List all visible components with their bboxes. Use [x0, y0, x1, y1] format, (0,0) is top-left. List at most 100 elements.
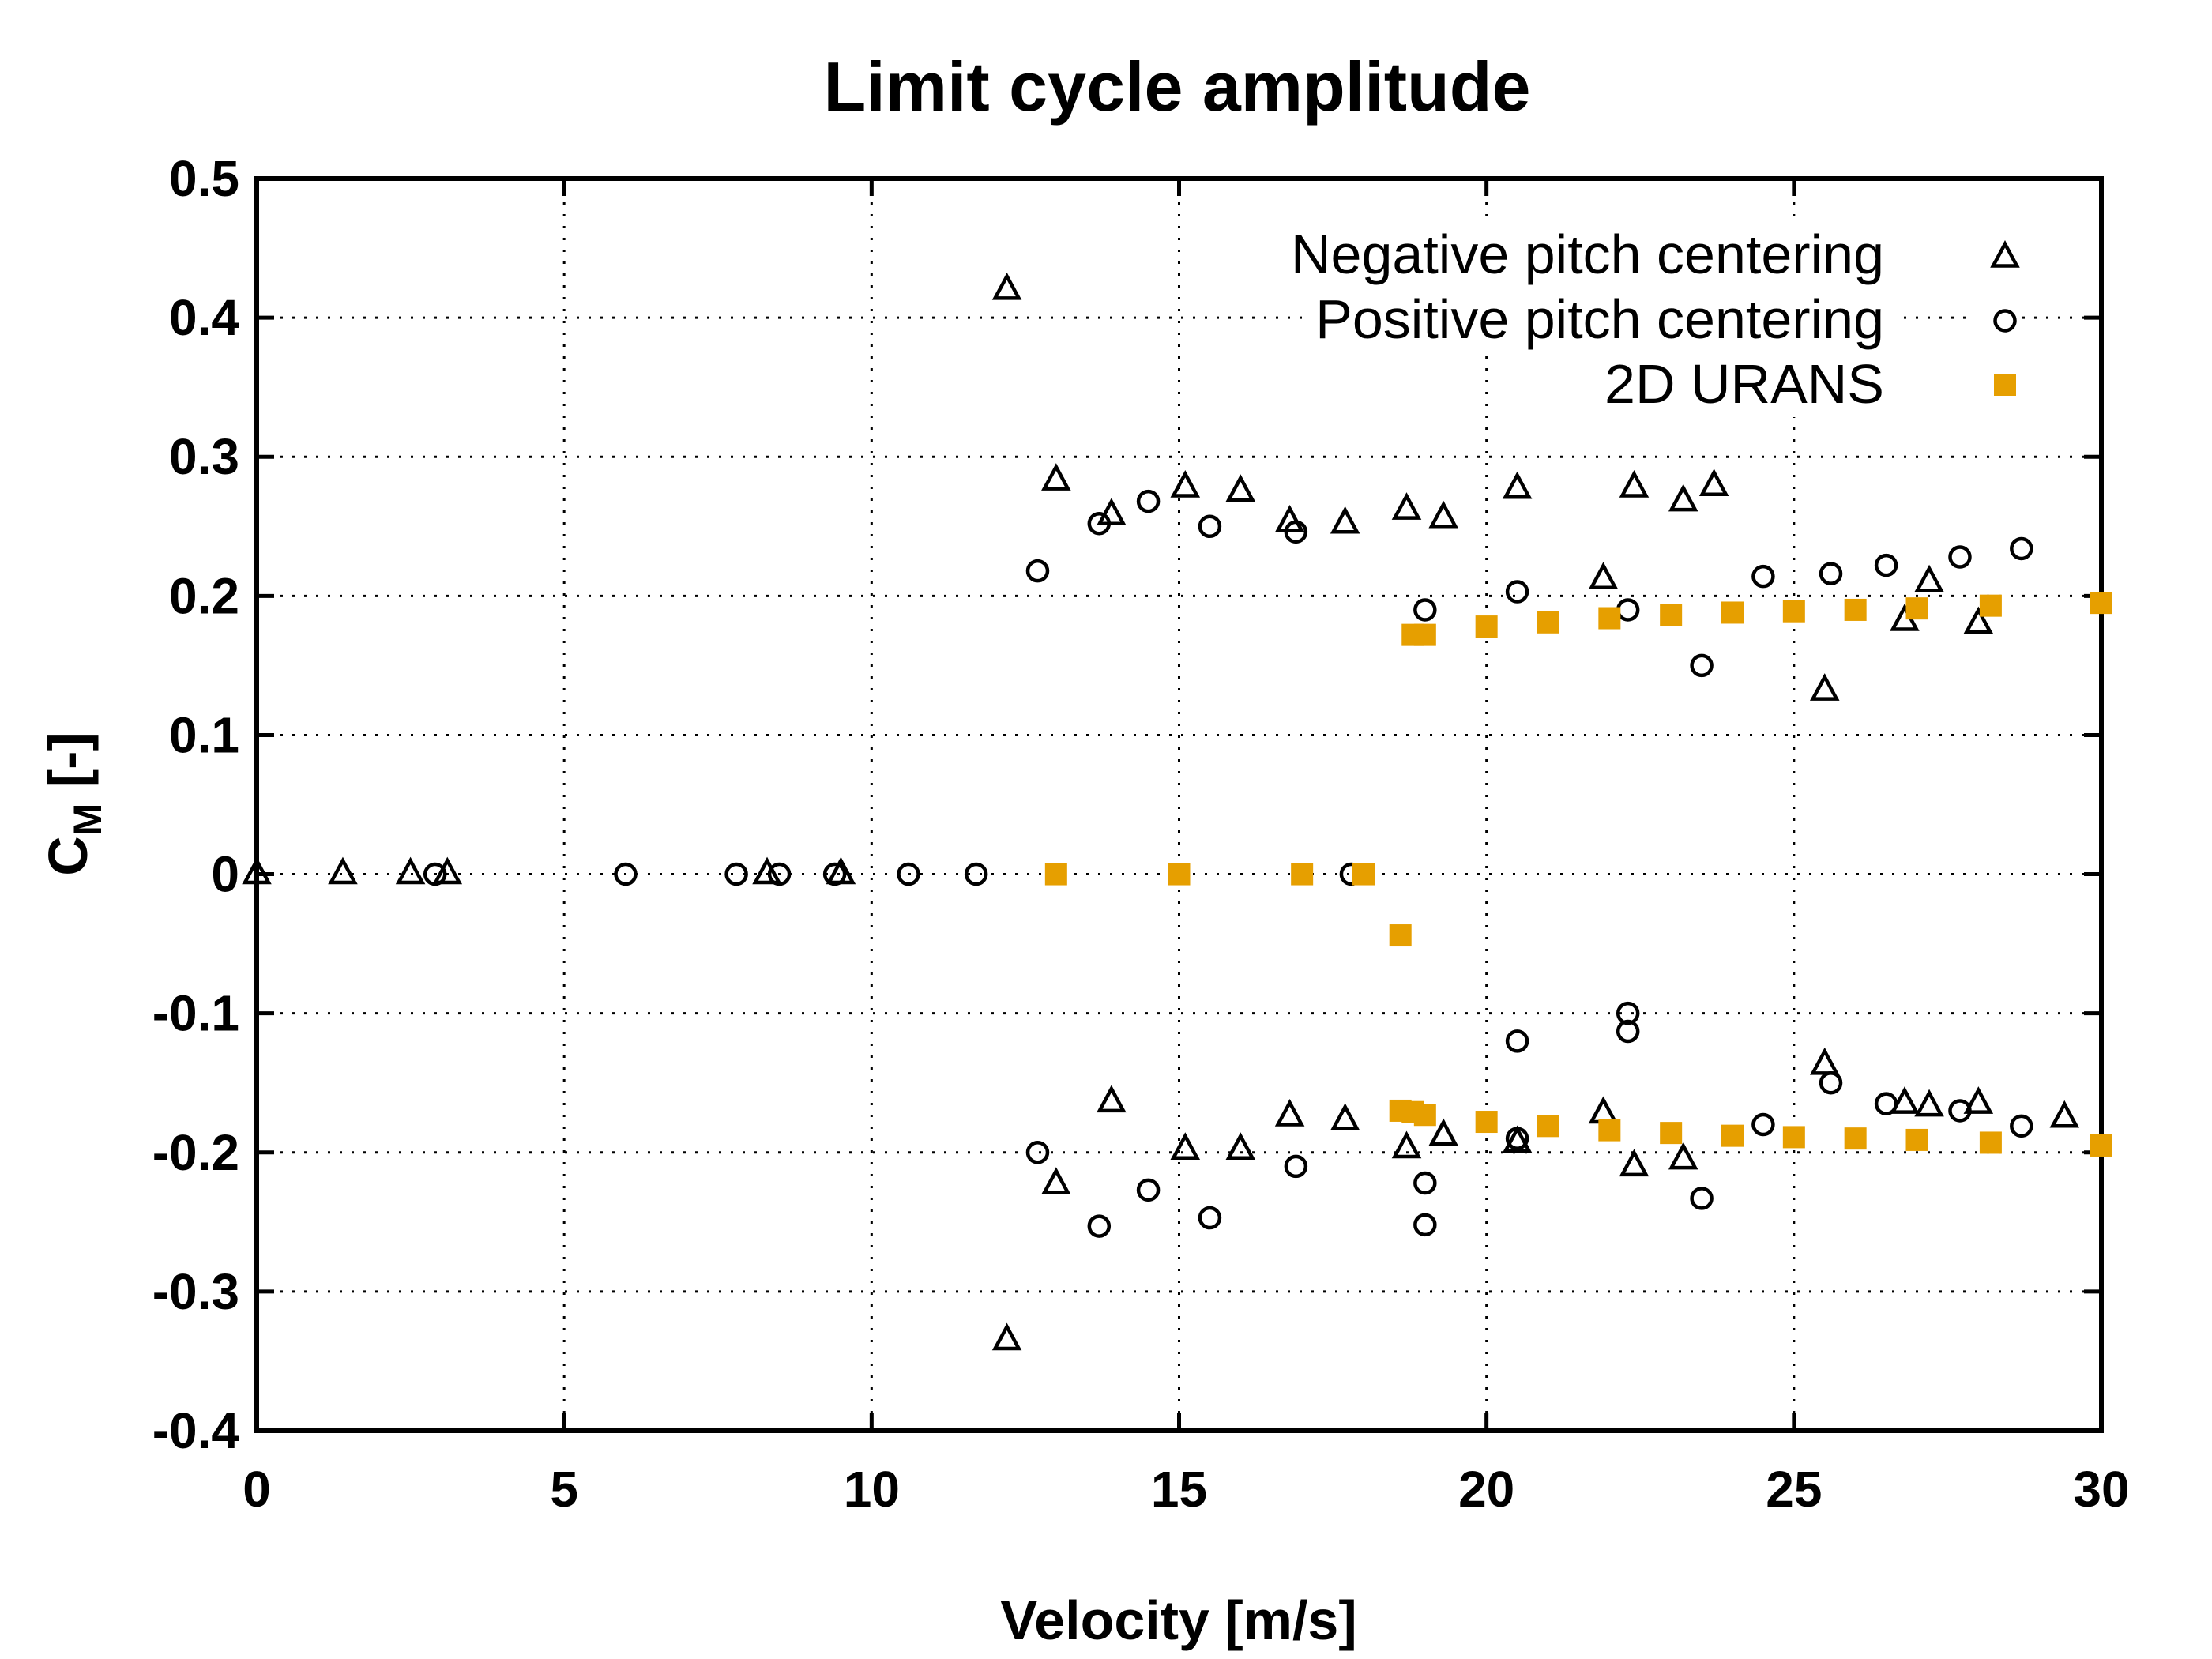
legend-label-backing [1281, 224, 1894, 288]
negative-pitch-point [1914, 1089, 1944, 1117]
y-tick-label: 0 [211, 846, 239, 903]
positive-pitch-point [1136, 489, 1161, 514]
positive-pitch-point [1413, 1213, 1437, 1237]
positive-pitch-point [1751, 1112, 1775, 1137]
positive-pitch-point [1505, 1127, 1529, 1150]
x-tick-label: 10 [844, 1461, 900, 1518]
legend-label-negative: Negative pitch centering [1291, 224, 1884, 285]
y-tick-label: 0.1 [169, 706, 239, 763]
x-tick-label: 25 [1766, 1461, 1822, 1518]
positive-pitch-point [1751, 564, 1775, 589]
negative-pitch-point [1698, 468, 1729, 496]
negative-pitch-point [1914, 564, 1944, 592]
positive-pitch-point [1136, 1178, 1161, 1202]
positive-pitch-point [1505, 580, 1529, 604]
positive-pitch-point [1413, 1171, 1437, 1195]
positive-pitch-point [822, 862, 847, 886]
negative-pitch-point [1097, 1085, 1127, 1113]
positive-pitch-point [767, 862, 792, 886]
series-positive-pitch [423, 489, 2033, 1238]
positive-pitch-point [1284, 520, 1308, 544]
positive-pitch-point [1198, 514, 1222, 539]
urans-point [1979, 594, 2002, 617]
urans-point [1537, 611, 1559, 634]
legend-label-urans: 2D URANS [1604, 353, 1884, 415]
urans-point [1844, 598, 1867, 621]
positive-pitch-point [1025, 1141, 1050, 1164]
negative-pitch-point [2049, 1100, 2080, 1128]
legend-markers [1990, 240, 2020, 396]
negative-pitch-point [1668, 1142, 1698, 1170]
y-tick-labels: -0.4 -0.3 -0.2 -0.1 0 0.1 0.2 0.3 0.4 0.5 [152, 150, 240, 1459]
urans-point [1979, 1131, 2002, 1154]
x-axis-label: Velocity [m/s] [1000, 1589, 1356, 1651]
legend-marker-urans [1994, 374, 2016, 396]
legend-label-backing [1595, 354, 1894, 417]
urans-point [1537, 1115, 1559, 1138]
positive-pitch-point [614, 862, 638, 886]
urans-point [1168, 863, 1191, 886]
y-axis-label-main: C [37, 836, 99, 876]
urans-point [1352, 863, 1375, 886]
urans-point [2090, 1134, 2112, 1157]
negative-pitch-point [1330, 506, 1360, 534]
y-tick-label: 0.4 [169, 289, 239, 346]
negative-pitch-point [1391, 492, 1422, 520]
negative-pitch-point [1391, 1130, 1422, 1159]
negative-pitch-point [1668, 483, 1698, 512]
negative-pitch-point [1170, 469, 1201, 498]
negative-pitch-point [1274, 505, 1305, 532]
positive-pitch-point [1025, 559, 1050, 583]
negative-pitch-point [1225, 474, 1256, 502]
legend-background [1281, 224, 2022, 417]
negative-pitch-point [1428, 1118, 1458, 1146]
positive-pitch-point [1819, 1070, 1843, 1095]
urans-point [1905, 1128, 1928, 1151]
negative-pitch-point [1502, 1125, 1533, 1153]
y-tick-label: -0.3 [152, 1263, 239, 1320]
urans-point [1598, 1119, 1621, 1142]
y-tick-label: 0.2 [169, 567, 239, 624]
urans-point [1389, 924, 1412, 947]
negative-pitch-point [991, 1322, 1022, 1351]
negative-pitch-point [1809, 1047, 1840, 1075]
positive-pitch-point [1819, 562, 1843, 585]
y-axis-label-subscript: M [66, 803, 110, 837]
y-tick-label: 0.5 [169, 150, 239, 207]
negative-pitch-point [1225, 1132, 1256, 1161]
positive-pitch-point [1087, 1214, 1112, 1238]
data-points [242, 272, 2112, 1351]
negative-pitch-point [1170, 1132, 1201, 1161]
urans-point [1905, 597, 1928, 620]
positive-pitch-point [1284, 1154, 1308, 1179]
negative-pitch-point [1809, 673, 1840, 701]
positive-pitch-point [1948, 1099, 1972, 1123]
x-tick-label: 15 [1151, 1461, 1207, 1518]
urans-point [1413, 623, 1436, 646]
positive-pitch-point [1690, 1187, 1714, 1210]
positive-pitch-point [1413, 598, 1437, 622]
negative-pitch-point [752, 856, 782, 885]
negative-pitch-point [1274, 1099, 1305, 1127]
urans-point [1598, 607, 1621, 630]
negative-pitch-point [1097, 498, 1127, 525]
positive-pitch-point [1948, 545, 1972, 569]
urans-point [1413, 1104, 1436, 1127]
x-tick-labels: 0 5 10 15 20 25 30 [243, 1461, 2129, 1518]
legend: Negative pitch centering Positive pitch … [1291, 224, 2020, 415]
y-tick-label: -0.2 [152, 1124, 239, 1181]
negative-pitch-point [395, 856, 426, 885]
series-negative-pitch [242, 272, 2080, 1351]
urans-point [1782, 600, 1805, 623]
urans-point [1721, 1124, 1744, 1147]
negative-pitch-point [1502, 471, 1533, 499]
y-axis-label: CM [-] [37, 732, 110, 876]
urans-point [1044, 863, 1067, 886]
positive-pitch-point [2010, 536, 2033, 561]
y-tick-label: -0.4 [152, 1402, 240, 1459]
positive-pitch-point [1874, 1092, 1898, 1115]
negative-pitch-point [242, 856, 272, 885]
urans-point [1660, 604, 1683, 626]
urans-point [1475, 615, 1498, 638]
